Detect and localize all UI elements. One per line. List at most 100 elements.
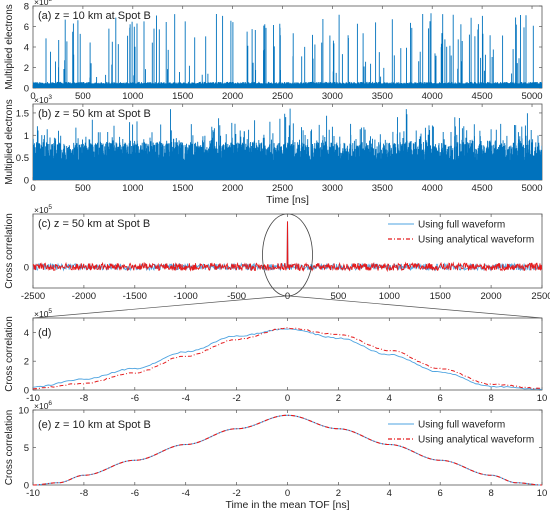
y-tick-label: 0 (24, 481, 29, 492)
exponent-label: ×103 (34, 0, 52, 7)
series-full-d (32, 328, 543, 390)
panel-label-c: (c) z = 50 km at Spot B (38, 218, 150, 230)
x-tick-label: -10 (26, 488, 40, 499)
y-tick-label: 1 (24, 131, 29, 142)
exponent-label: ×106 (34, 400, 52, 411)
zoom-line-right (289, 295, 543, 319)
panel-label-d: (d) (38, 327, 51, 339)
legend-label-full: Using full waveform (418, 220, 505, 231)
y-tick-label: 2 (24, 357, 29, 368)
x-tick-label: 2000 (481, 291, 502, 302)
y-tick-label: 1.5 (16, 108, 29, 119)
x-tick-label: 6 (438, 488, 443, 499)
panel-label-b: (b) z = 50 km at Spot B (38, 108, 151, 120)
x-tick-label: 2 (336, 393, 341, 404)
y-tick-label: 5 (24, 443, 29, 454)
x-tick-label: 8 (488, 488, 493, 499)
series-a (33, 13, 542, 88)
y-tick-label: 0 (24, 386, 29, 397)
series-b-fill (33, 159, 542, 180)
x-tick-label: 5000 (521, 183, 542, 194)
x-tick-label: 500 (75, 183, 91, 194)
x-tick-label: 2500 (531, 291, 550, 302)
x-tick-label: -4 (181, 393, 189, 404)
x-tick-label: -6 (131, 488, 139, 499)
x-tick-label: 2000 (222, 91, 243, 102)
x-tick-label: 4500 (472, 183, 493, 194)
legend-label-full-e: Using full waveform (418, 420, 505, 431)
y-axis-label: Cross correlation (4, 316, 15, 392)
x-tick-label: 10 (537, 488, 548, 499)
panel-c: -2500 -2000 -1500 -1000 -500 0 500 1000 1500 2000… (4, 204, 550, 302)
y-tick-label: 2 (24, 63, 29, 74)
x-tick-label: 5000 (521, 91, 542, 102)
x-tick-label: 2500 (272, 183, 293, 194)
x-tick-label: 0 (285, 393, 290, 404)
x-tick-label: 3000 (322, 183, 343, 194)
y-axis-label: Multiplied electrons (4, 99, 15, 185)
peak-analytical-c (286, 221, 289, 267)
y-tick-label: 6 (24, 22, 29, 33)
zoom-line-left (32, 295, 286, 319)
x-tick-label: 4 (387, 488, 392, 499)
x-tick-label: -1000 (174, 291, 198, 302)
x-tick-label: 2 (336, 488, 341, 499)
x-tick-label: 0 (285, 291, 290, 302)
x-tick-label: 2000 (222, 183, 243, 194)
x-tick-label: 3500 (372, 183, 393, 194)
x-tick-label: -2 (232, 488, 240, 499)
x-tick-label: -10 (26, 393, 40, 404)
x-tick-label: -6 (131, 393, 139, 404)
series-b (33, 108, 542, 180)
x-tick-label: 0 (30, 183, 35, 194)
y-axis-label: Cross correlation (4, 213, 15, 289)
series-analytical-d (32, 327, 543, 390)
x-tick-label: 10 (537, 393, 548, 404)
y-tick-label: 0 (24, 262, 29, 273)
x-tick-label: 1000 (379, 291, 400, 302)
series-a-trace (33, 13, 542, 88)
x-tick-label: 4500 (472, 91, 493, 102)
y-tick-label: 0 (24, 84, 29, 95)
y-tick-label: 0.5 (16, 153, 29, 164)
x-tick-label: -8 (80, 393, 88, 404)
x-tick-label: 0 (30, 91, 35, 102)
series-a-baseline (33, 83, 542, 88)
y-tick-label: 8 (24, 2, 29, 13)
x-tick-label: 1500 (172, 91, 193, 102)
x-tick-label: 4000 (422, 183, 443, 194)
x-tick-label: -4 (181, 488, 189, 499)
x-tick-label: 1500 (172, 183, 193, 194)
x-tick-label: -1500 (123, 291, 147, 302)
panel-a: 0 500 1000 1500 2000 2500 3000 3500 4000 4500 5000… (4, 0, 543, 102)
exponent-label: ×105 (34, 308, 52, 319)
series-analytical-e (32, 414, 543, 486)
x-tick-label: 6 (438, 393, 443, 404)
x-axis-label: Time [ns] (266, 194, 309, 206)
panel-label-a: (a) z = 10 km at Spot B (38, 10, 151, 22)
y-axis-label: Cross correlation (4, 410, 15, 486)
y-tick-label: 4 (24, 328, 29, 339)
y-axis-label: Multiplied electrons (4, 4, 15, 90)
x-tick-label: -2500 (21, 291, 45, 302)
x-tick-label: 3000 (322, 91, 343, 102)
x-tick-label: 8 (488, 393, 493, 404)
exponent-label: ×105 (34, 204, 52, 215)
x-tick-label: 1000 (122, 91, 143, 102)
panel-e: -10 -8 -6 -4 -2 0 2 4 6 8 10 0 5 10 ×106 Cross correlat… (4, 400, 547, 511)
x-tick-label: 4 (387, 393, 392, 404)
y-tick-label: 4 (24, 43, 29, 54)
x-tick-label: 4000 (422, 91, 443, 102)
x-tick-label: 1500 (430, 291, 451, 302)
x-tick-label: 1000 (122, 183, 143, 194)
x-tick-label: 0 (285, 488, 290, 499)
y-tick-label: 0 (24, 176, 29, 187)
x-tick-label: -8 (80, 488, 88, 499)
x-tick-label: 500 (330, 291, 346, 302)
panel-b: 0 500 1000 1500 2000 2500 3000 3500 4000 4500 5000… (4, 94, 543, 206)
x-tick-label: -2 (232, 393, 240, 404)
x-tick-label: 2500 (272, 91, 293, 102)
legend-label-analytical-e: Using analytical waveform (418, 435, 534, 446)
exponent-label: ×103 (34, 94, 52, 105)
